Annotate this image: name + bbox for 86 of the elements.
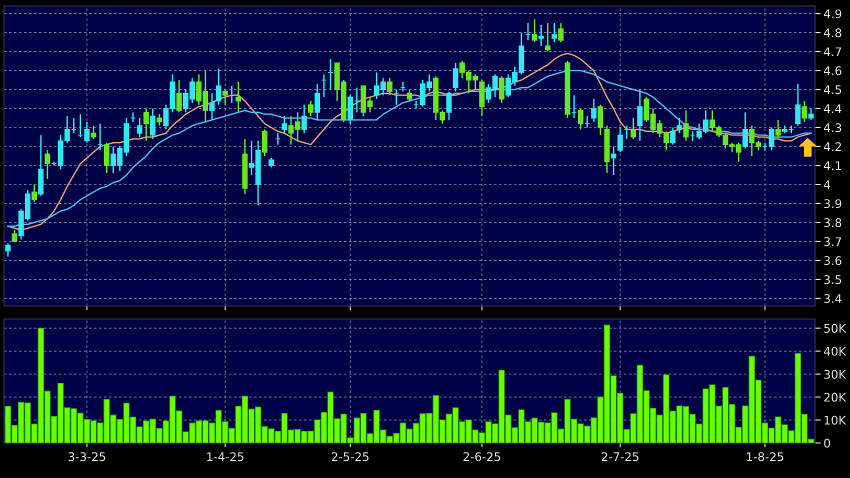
candlestick (808, 108, 814, 121)
candlestick (387, 77, 392, 96)
x-tick-label: 2-6-25 (463, 452, 500, 462)
candlestick (571, 94, 577, 119)
candlestick (229, 85, 234, 104)
candlestick (683, 110, 689, 142)
candlestick (591, 98, 597, 123)
y-tick-label: 20K (824, 392, 846, 402)
candlestick (90, 124, 96, 140)
y-tick-label: 4.6 (824, 66, 842, 76)
x-tick-label: 2-7-25 (602, 452, 638, 462)
candlestick (97, 123, 103, 151)
y-tick-label: 10K (824, 416, 846, 425)
candlestick (282, 115, 288, 134)
candlestick (452, 62, 458, 92)
candlestick (308, 100, 314, 117)
candlestick (670, 126, 676, 146)
candlestick (630, 117, 636, 140)
candlestick (216, 68, 222, 106)
y-tick-label: 4 (824, 180, 830, 189)
y-tick-label: 4.5 (824, 85, 842, 94)
candlestick (624, 124, 630, 140)
candlestick (314, 83, 320, 121)
candlestick (637, 88, 643, 142)
candlestick (32, 184, 38, 202)
candlestick (222, 88, 228, 106)
candlestick (558, 22, 564, 43)
candlestick (552, 22, 558, 43)
y-tick-label: 3.9 (824, 199, 842, 208)
candlestick (301, 104, 307, 134)
x-tick-label: 1-8-25 (746, 452, 784, 462)
y-tick-label: 4.2 (824, 142, 841, 151)
y-tick-label: 3.8 (824, 218, 842, 228)
y-tick-label: 50K (824, 324, 846, 333)
candlestick (446, 90, 452, 121)
y-tick-label: 4.9 (824, 9, 842, 18)
candlestick (136, 117, 142, 138)
candlestick (498, 76, 504, 104)
y-tick-label: 3.5 (824, 275, 842, 284)
candlestick (676, 117, 682, 134)
candlestick (12, 229, 18, 242)
candlestick (610, 146, 616, 176)
candlestick (321, 74, 327, 98)
candlestick (617, 126, 623, 153)
x-tick-label: 1-4-25 (207, 452, 244, 462)
candlestick (209, 92, 215, 121)
candlestick (532, 18, 538, 43)
candlestick (406, 88, 412, 102)
candlestick (538, 24, 544, 47)
y-tick-label: 3.7 (824, 237, 842, 246)
y-tick-label: 4.1 (824, 161, 842, 170)
candlestick (156, 114, 162, 126)
candlestick (545, 22, 550, 52)
y-tick-label: 4.8 (824, 28, 842, 38)
candlestick (578, 108, 584, 130)
x-tick-label: 2-5-25 (332, 452, 369, 462)
candlestick (802, 100, 808, 123)
candlestick (795, 83, 801, 126)
candlestick (5, 242, 11, 258)
y-tick-label: 40K (824, 346, 846, 356)
y-tick-label: 3.6 (824, 256, 842, 266)
candlestick (236, 81, 242, 114)
candlestick (525, 22, 531, 41)
y-tick-label: 0 (824, 438, 830, 448)
candlestick (742, 112, 748, 150)
candlestick (150, 108, 156, 140)
y-tick-label: 4.7 (824, 47, 842, 56)
candlestick (44, 150, 50, 180)
candlestick (268, 157, 274, 168)
y-tick-label: 4.3 (824, 123, 842, 132)
candlestick (143, 108, 149, 142)
candlestick (104, 142, 110, 174)
candlestick (328, 58, 334, 90)
candlestick (176, 79, 182, 114)
candlestick (598, 104, 604, 136)
candlestick (394, 88, 400, 106)
candlestick (400, 81, 406, 92)
candlestick (584, 115, 590, 128)
y-tick-label: 4.4 (824, 104, 842, 114)
y-tick-label: 30K (824, 370, 846, 379)
candlestick (275, 132, 281, 146)
candlestick (130, 112, 136, 123)
candlestick (262, 128, 268, 157)
y-tick-label: 3.4 (824, 294, 842, 304)
x-tick-label: 3-3-25 (68, 452, 106, 462)
candlestick (775, 119, 781, 138)
